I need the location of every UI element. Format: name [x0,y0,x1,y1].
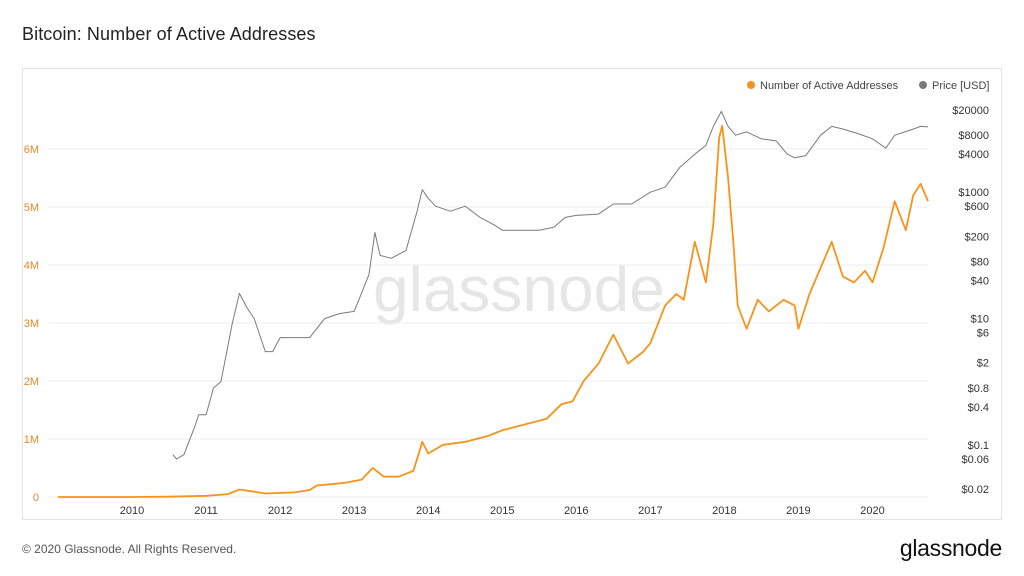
x-tick-label: 2019 [786,505,810,517]
y-right-tick-label: $1000 [958,187,989,199]
y-right-tick-label: $0.02 [961,484,989,496]
chart-frame: glassnode 0 1M 2M 3M 4M 5M 6M $20000 $8000 $4000 $… [22,68,1002,520]
y-right-tick-label: $0.06 [961,454,989,466]
y-left-tick-label: 5M [24,202,39,214]
y-right-tick-label: $600 [965,201,989,213]
x-tick-label: 2010 [120,505,144,517]
y-right-tick-label: $0.4 [968,402,989,414]
legend-label-price: Price [USD] [932,80,989,92]
y-left-tick-label: 3M [24,318,39,330]
y-right-tick-label: $80 [971,257,989,269]
y-right-tick-label: $200 [965,231,989,243]
x-tick-label: 2012 [268,505,292,517]
x-tick-label: 2011 [194,505,218,517]
y-right-tick-label: $10 [971,314,989,326]
x-tick-label: 2018 [712,505,736,517]
active-addresses-line [58,124,929,498]
legend-label-addresses: Number of Active Addresses [760,80,899,92]
copyright-text: © 2020 Glassnode. All Rights Reserved. [22,542,237,556]
legend-marker-price [919,81,927,89]
price-line [172,110,929,460]
y-left-tick-label: 4M [24,260,39,272]
legend-marker-addresses [747,81,755,89]
x-tick-label: 2017 [638,505,662,517]
y-right-tick-label: $20000 [952,105,989,117]
y-right-tick-label: $8000 [958,130,989,142]
chart-svg: glassnode 0 1M 2M 3M 4M 5M 6M $20000 $8000 $4000 $… [24,80,990,517]
y-right-tick-label: $40 [971,276,989,288]
y-right-tick-label: $6 [977,328,989,340]
y-left-tick-label: 2M [24,376,39,388]
glassnode-logo: glassnode [899,535,1002,561]
chart-title: Bitcoin: Number of Active Addresses [22,24,316,44]
y-right-tick-label: $0.8 [968,383,989,395]
x-tick-label: 2016 [564,505,588,517]
y-right-tick-label: $2 [977,358,989,370]
x-tick-label: 2015 [490,505,514,517]
y-left-tick-label: 1M [24,434,39,446]
x-tick-label: 2013 [342,505,366,517]
y-left-tick-label: 6M [24,144,39,156]
x-tick-label: 2014 [416,505,440,517]
x-tick-label: 2020 [860,505,884,517]
watermark: glassnode [373,253,665,325]
y-right-tick-label: $4000 [958,149,989,161]
y-left-tick-label: 0 [33,492,39,504]
y-right-tick-label: $0.1 [968,440,989,452]
